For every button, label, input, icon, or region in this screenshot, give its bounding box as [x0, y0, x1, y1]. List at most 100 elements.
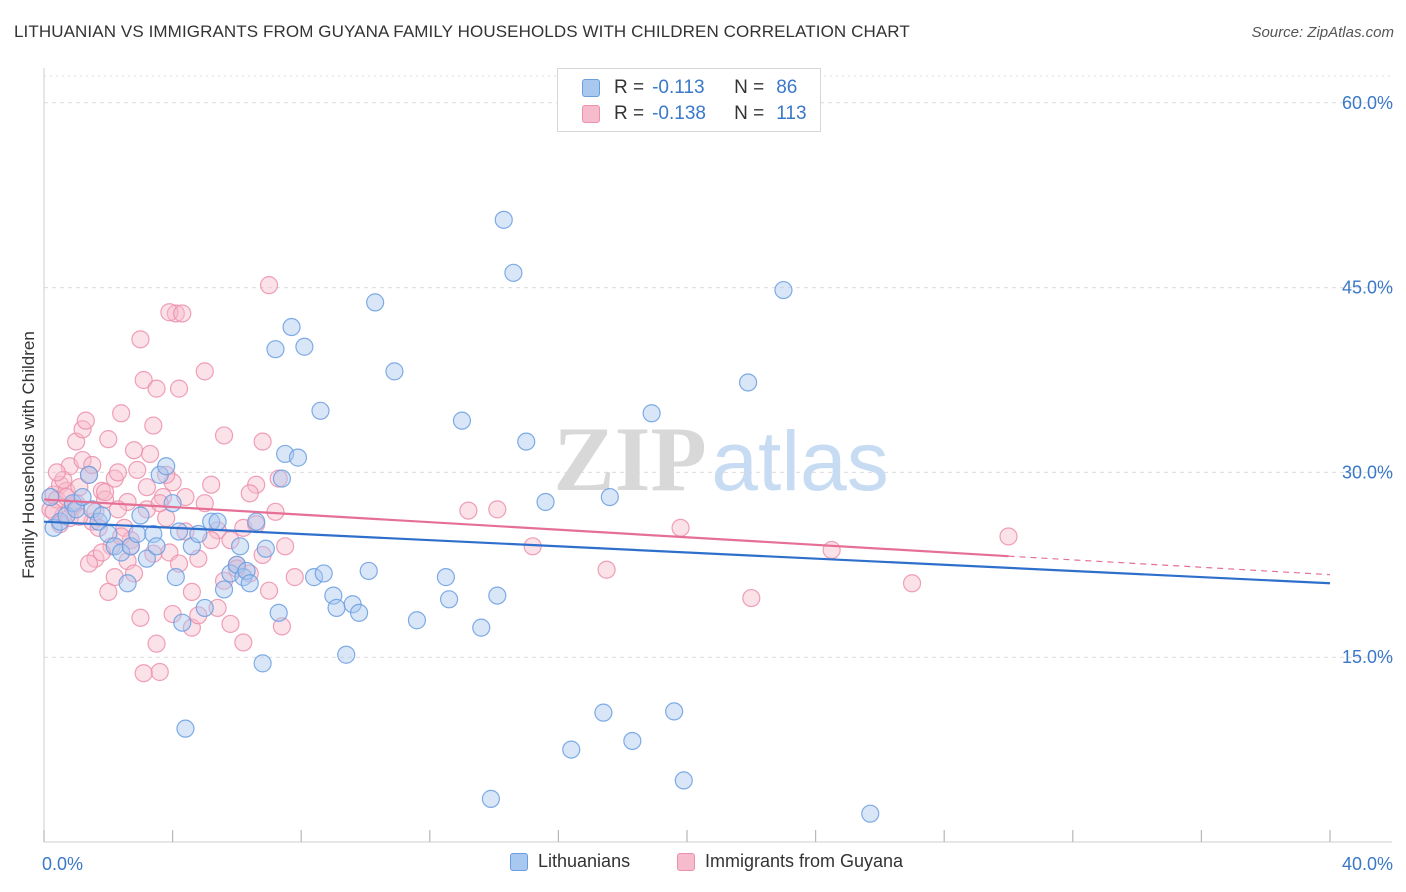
point-lithuanian — [214, 580, 234, 599]
point-lithuanian — [504, 263, 523, 282]
legend-r-value: -0.138 — [652, 103, 706, 124]
trend-line-lithuanians — [43, 520, 1331, 585]
point-lithuanian — [173, 613, 192, 632]
point-lithuanian — [366, 293, 385, 312]
legend-row-lithuanians: R = -0.113 N = 86 — [582, 77, 797, 99]
tick-labels: 15.0% 30.0% 45.0% 60.0% 0.0% 40.0% Family Hous… — [19, 93, 1393, 874]
point-guyana — [147, 379, 166, 398]
watermark-atlas: atlas — [711, 414, 888, 508]
bottom-legend-label: Lithuanians — [538, 851, 631, 871]
point-lithuanian — [452, 411, 472, 430]
point-lithuanian — [147, 537, 166, 556]
bottom-legend-guyana[interactable]: Immigrants from Guyana — [677, 851, 903, 872]
point-lithuanian — [163, 494, 182, 513]
point-lithuanian — [131, 506, 150, 525]
y-tick-label: 30.0% — [1342, 462, 1393, 482]
point-lithuanian — [92, 506, 111, 525]
point-lithuanian — [169, 522, 189, 541]
watermark: ZIP atlas — [553, 408, 888, 510]
legend-swatch-pink — [582, 105, 600, 123]
point-guyana — [221, 614, 240, 634]
point-lithuanian — [314, 564, 333, 583]
point-lithuanian — [517, 432, 536, 451]
chart-title: LITHUANIAN VS IMMIGRANTS FROM GUYANA FAM… — [14, 22, 910, 41]
point-guyana — [83, 455, 102, 475]
bottom-legend-swatch-blue — [510, 852, 528, 871]
point-lithuanian — [436, 568, 455, 587]
point-lithuanian — [157, 457, 176, 476]
point-lithuanian — [240, 574, 259, 593]
point-lithuanian — [600, 487, 619, 507]
point-lithuanian — [562, 740, 581, 759]
point-guyana — [112, 404, 131, 423]
point-guyana — [118, 492, 137, 512]
y-tick-label: 45.0% — [1342, 278, 1393, 298]
legend-n-label: N = — [734, 103, 765, 124]
point-lithuanian — [128, 524, 147, 544]
trend-line-guyana-extrapolated — [1008, 555, 1331, 576]
point-guyana — [272, 617, 292, 636]
point-lithuanian — [269, 603, 288, 622]
point-guyana — [47, 463, 66, 482]
point-guyana — [150, 662, 169, 682]
point-guyana — [822, 540, 841, 560]
point-guyana — [234, 633, 253, 652]
point-lithuanian — [327, 598, 346, 618]
point-guyana — [140, 444, 160, 464]
point-lithuanian — [208, 512, 227, 531]
point-guyana — [160, 303, 179, 322]
point-guyana — [166, 304, 185, 323]
chart-source: Source: ZipAtlas.com — [1251, 24, 1394, 41]
point-guyana — [208, 598, 227, 618]
point-lithuanian — [665, 702, 684, 721]
point-lithuanian — [359, 561, 378, 581]
point-lithuanian — [594, 703, 613, 722]
point-guyana — [285, 568, 304, 587]
point-guyana — [182, 582, 201, 602]
point-guyana — [902, 574, 922, 593]
point-guyana — [147, 634, 166, 653]
point-lithuanian — [176, 719, 195, 738]
point-guyana — [134, 370, 153, 390]
y-tick-label: 15.0% — [1342, 647, 1393, 667]
point-guyana — [124, 441, 144, 460]
point-lithuanian — [304, 568, 324, 587]
point-guyana — [76, 411, 95, 430]
point-lithuanian — [385, 362, 404, 381]
point-guyana — [195, 362, 214, 381]
point-guyana — [195, 494, 214, 513]
axis-layer — [43, 68, 1392, 843]
point-lithuanian — [272, 469, 292, 488]
point-lithuanian — [674, 771, 693, 790]
point-guyana — [276, 537, 295, 556]
point-guyana — [79, 554, 99, 573]
point-guyana — [108, 463, 128, 482]
bottom-legend-swatch-pink — [677, 852, 695, 871]
series-lithuanians — [41, 210, 880, 823]
point-lithuanian — [349, 603, 369, 622]
legend-n-value: 113 — [776, 103, 807, 124]
legend-swatch-blue — [582, 79, 600, 97]
point-guyana — [144, 416, 163, 435]
point-lithuanian — [481, 789, 500, 808]
point-lithuanian — [118, 574, 137, 593]
point-lithuanian — [642, 404, 661, 423]
point-lithuanian — [738, 373, 758, 392]
point-lithuanian — [536, 492, 555, 512]
point-guyana — [253, 432, 272, 451]
point-lithuanian — [112, 543, 131, 562]
point-guyana — [742, 588, 761, 608]
point-lithuanian — [337, 645, 356, 664]
point-lithuanian — [41, 487, 60, 507]
point-guyana — [488, 500, 507, 519]
point-guyana — [214, 426, 234, 445]
point-guyana — [259, 581, 279, 600]
bottom-legend-lithuanians[interactable]: Lithuanians — [510, 851, 630, 872]
point-guyana — [189, 606, 208, 625]
point-lithuanian — [231, 537, 250, 556]
grid-layer — [44, 75, 1392, 658]
point-lithuanian — [472, 618, 491, 637]
point-lithuanian — [494, 210, 513, 229]
point-lithuanian — [137, 549, 156, 568]
trend-line-guyana — [43, 498, 1009, 558]
